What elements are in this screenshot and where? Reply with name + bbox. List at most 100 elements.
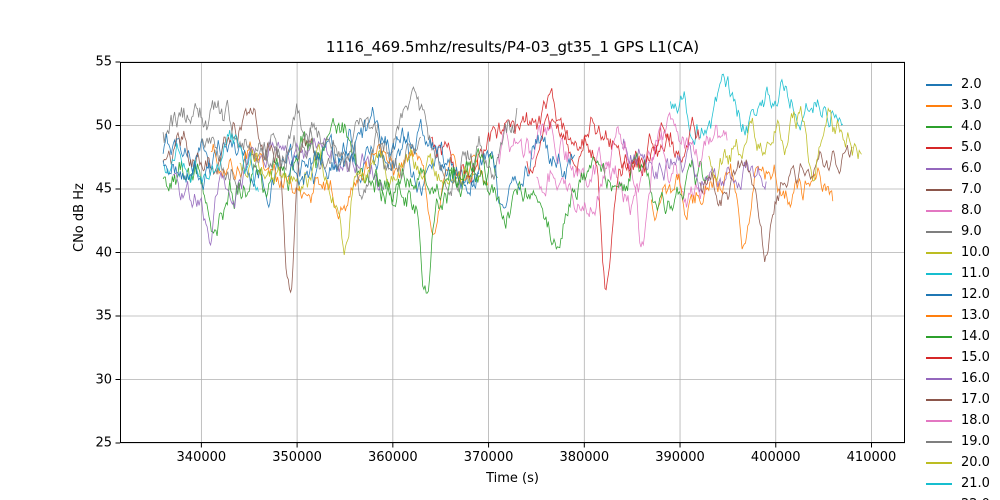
legend-line-swatch	[926, 83, 952, 86]
legend-line-swatch	[926, 293, 952, 296]
legend-item-2.0: 2.0	[926, 74, 990, 95]
legend-label: 16.0	[961, 371, 990, 386]
legend-label: 4.0	[961, 119, 982, 134]
legend-item-15.0: 15.0	[926, 347, 990, 368]
legend-line-swatch	[926, 482, 952, 485]
legend-line-swatch	[926, 314, 952, 317]
legend-item-16.0: 16.0	[926, 368, 990, 389]
plot-area	[115, 61, 905, 448]
legend-item-17.0: 17.0	[926, 389, 990, 410]
legend-label: 17.0	[961, 392, 990, 407]
legend-label: 10.0	[961, 245, 990, 260]
y-tick-label: 55	[95, 54, 112, 70]
x-tick-label: 410000	[846, 450, 897, 465]
series-line-15.0	[526, 113, 700, 291]
legend-label: 7.0	[961, 182, 982, 197]
series-line-13.0	[650, 163, 834, 250]
legend-label: 18.0	[961, 413, 990, 428]
legend-item-8.0: 8.0	[926, 200, 990, 221]
legend-item-10.0: 10.0	[926, 242, 990, 263]
legend-label: 2.0	[961, 77, 982, 92]
legend-label: 22.0	[961, 494, 990, 500]
legend-label: 13.0	[961, 308, 990, 323]
legend-line-swatch	[926, 335, 952, 338]
series-line-10.0	[239, 142, 479, 256]
legend-label: 12.0	[961, 287, 990, 302]
legend-line-swatch	[926, 272, 952, 275]
chart-title: 1116_469.5mhz/results/P4-03_gt35_1 GPS L…	[325, 38, 700, 56]
y-tick-label: 30	[95, 372, 112, 387]
x-tick-label: 390000	[655, 450, 705, 465]
legend-item-4.0: 4.0	[926, 116, 990, 137]
y-tick-label: 45	[95, 181, 112, 197]
legend-item-14.0: 14.0	[926, 326, 990, 347]
series-line-6.0	[172, 137, 384, 247]
legend-line-swatch	[926, 440, 952, 443]
axes-frame	[120, 62, 905, 443]
legend-item-3.0: 3.0	[926, 95, 990, 116]
series-line-16.0	[622, 138, 767, 193]
legend-line-swatch	[926, 230, 952, 233]
legend-label: 5.0	[961, 140, 982, 155]
legend-label: 11.0	[961, 266, 990, 281]
legend-item-20.0: 20.0	[926, 452, 990, 473]
legend-label: 20.0	[961, 455, 990, 470]
legend-line-swatch	[926, 251, 952, 254]
legend-label: 14.0	[961, 329, 990, 344]
legend: 2.0 3.0 4.0 5.0 6.0 7.0 8.0 9.0 10.0 11.0 12.0 13.0…	[926, 74, 990, 500]
legend-line-swatch	[926, 356, 952, 359]
legend-line-swatch	[926, 188, 952, 191]
legend-item-18.0: 18.0	[926, 410, 990, 431]
legend-item-11.0: 11.0	[926, 263, 990, 284]
x-tick-label: 370000	[463, 450, 514, 465]
legend-line-swatch	[926, 461, 952, 464]
legend-line-swatch	[926, 125, 952, 128]
x-tick-label: 380000	[559, 450, 610, 465]
legend-line-swatch	[926, 398, 952, 401]
series-line-11.0	[670, 73, 844, 145]
y-tick-label: 35	[95, 308, 112, 324]
series-line-4.0	[162, 118, 498, 294]
legend-item-9.0: 9.0	[926, 221, 990, 242]
series-line-9.0	[162, 86, 518, 201]
x-tick-label: 360000	[368, 450, 418, 465]
y-tick-label: 50	[95, 118, 112, 133]
x-axis-label: Time (s)	[486, 471, 539, 486]
series-line-22.0	[162, 160, 211, 190]
legend-label: 8.0	[961, 203, 982, 218]
series-line-8.0	[497, 120, 709, 216]
legend-item-6.0: 6.0	[926, 158, 990, 179]
plot-canvas	[115, 61, 905, 448]
legend-line-swatch	[926, 167, 952, 170]
legend-item-13.0: 13.0	[926, 305, 990, 326]
x-tick-label: 340000	[176, 450, 227, 465]
legend-label: 19.0	[961, 434, 990, 449]
series-line-21.0	[163, 130, 259, 192]
series-line-17.0	[699, 144, 853, 262]
series-line-18.0	[536, 111, 728, 248]
series-line-14.0	[373, 148, 709, 250]
legend-item-22.0: 22.0	[926, 494, 990, 500]
legend-label: 21.0	[961, 476, 990, 491]
legend-item-12.0: 12.0	[926, 284, 990, 305]
x-tick-label: 400000	[750, 450, 801, 465]
y-tick-label: 25	[95, 435, 112, 451]
legend-line-swatch	[926, 377, 952, 380]
legend-line-swatch	[926, 104, 952, 107]
legend-item-7.0: 7.0	[926, 179, 990, 200]
legend-item-19.0: 19.0	[926, 431, 990, 452]
x-tick-label: 350000	[272, 450, 322, 465]
series-group	[162, 73, 862, 294]
legend-line-swatch	[926, 419, 952, 422]
series-line-19.0	[201, 103, 422, 190]
y-tick-label: 40	[95, 245, 112, 260]
legend-label: 15.0	[961, 350, 990, 365]
legend-label: 6.0	[961, 161, 982, 176]
legend-line-swatch	[926, 209, 952, 212]
series-line-7.0	[162, 107, 317, 294]
legend-item-21.0: 21.0	[926, 473, 990, 494]
series-line-12.0	[287, 107, 576, 209]
series-line-20.0	[708, 106, 862, 183]
legend-label: 3.0	[961, 98, 982, 113]
